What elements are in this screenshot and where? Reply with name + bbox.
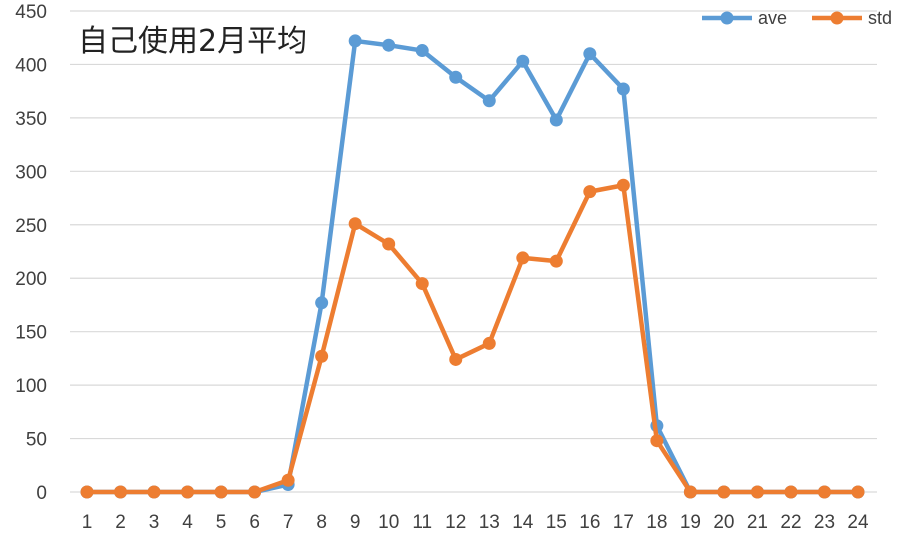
legend-label: std — [868, 8, 892, 28]
x-tick-label: 1 — [82, 512, 93, 533]
data-point-std — [214, 485, 228, 499]
data-point-ave — [382, 38, 396, 52]
data-point-ave — [616, 82, 630, 96]
data-point-std — [717, 485, 731, 499]
gridlines — [70, 10, 877, 493]
y-tick-label: 100 — [15, 376, 47, 397]
data-point-std — [549, 254, 563, 268]
data-point-std — [817, 485, 831, 499]
x-tick-label: 20 — [713, 512, 734, 533]
data-point-std — [382, 237, 396, 251]
x-tick-label: 13 — [479, 512, 500, 533]
legend: ave std — [702, 8, 892, 28]
legend-item-ave: ave — [702, 8, 787, 28]
x-tick-label: 19 — [680, 512, 701, 533]
data-point-std — [415, 277, 429, 291]
x-tick-label: 16 — [579, 512, 600, 533]
series-line-ave — [84, 38, 861, 495]
legend-swatch-marker — [720, 11, 734, 25]
x-tick-label: 15 — [546, 512, 567, 533]
legend-swatch-marker — [830, 11, 844, 25]
x-axis-ticks: 1 2 3 4 5 6 7 8 9 10 11 12 13 14 15 16 17 18 19 20 21 22 23 24 — [82, 512, 869, 533]
data-point-ave — [549, 113, 563, 127]
series-std — [80, 178, 865, 499]
y-tick-label: 400 — [15, 55, 47, 76]
data-point-std — [784, 485, 798, 499]
data-point-std — [851, 485, 865, 499]
x-tick-label: 21 — [747, 512, 768, 533]
legend-item-std: std — [812, 8, 892, 28]
y-tick-label: 150 — [15, 323, 47, 344]
x-tick-label: 8 — [316, 512, 327, 533]
y-tick-label: 200 — [15, 269, 47, 290]
data-point-std — [114, 485, 128, 499]
data-point-std — [650, 434, 664, 448]
legend-label: ave — [758, 8, 787, 28]
data-point-std — [80, 485, 94, 499]
y-tick-label: 250 — [15, 216, 47, 237]
x-tick-label: 12 — [445, 512, 466, 533]
y-tick-label: 450 — [15, 2, 47, 23]
data-point-std — [616, 178, 630, 192]
y-tick-label: 350 — [15, 109, 47, 130]
data-point-ave — [315, 296, 329, 310]
x-tick-label: 6 — [249, 512, 260, 533]
x-tick-label: 14 — [512, 512, 534, 533]
data-point-ave — [482, 94, 496, 108]
data-point-std — [281, 473, 295, 487]
data-point-std — [348, 217, 362, 231]
data-point-ave — [516, 54, 530, 68]
x-tick-label: 11 — [412, 512, 432, 533]
data-point-std — [147, 485, 161, 499]
data-point-std — [315, 349, 329, 363]
series-ave — [80, 34, 865, 499]
chart-title: 自己使用2月平均 — [78, 24, 307, 59]
x-tick-label: 2 — [115, 512, 126, 533]
x-tick-label: 18 — [646, 512, 667, 533]
data-point-std — [683, 485, 697, 499]
y-tick-label: 50 — [26, 430, 47, 451]
data-point-std — [449, 352, 463, 366]
data-point-std — [750, 485, 764, 499]
data-point-ave — [449, 70, 463, 84]
x-tick-label: 7 — [283, 512, 294, 533]
series-line-std — [84, 182, 861, 495]
data-point-std — [248, 485, 262, 499]
x-tick-label: 5 — [216, 512, 227, 533]
data-point-std — [516, 251, 530, 265]
data-point-ave — [583, 47, 597, 61]
data-point-std — [583, 185, 597, 199]
x-tick-label: 3 — [149, 512, 160, 533]
x-tick-label: 9 — [350, 512, 361, 533]
data-point-ave — [415, 44, 429, 58]
x-tick-label: 22 — [780, 512, 801, 533]
y-tick-label: 0 — [36, 483, 47, 504]
x-tick-label: 17 — [613, 512, 634, 533]
y-axis-ticks: 0 50 100 150 200 250 300 350 400 450 — [15, 2, 47, 504]
x-tick-label: 24 — [847, 512, 869, 533]
data-point-std — [482, 336, 496, 350]
x-tick-label: 10 — [378, 512, 399, 533]
data-point-std — [181, 485, 195, 499]
x-tick-label: 4 — [182, 512, 193, 533]
data-point-ave — [348, 34, 362, 48]
x-tick-label: 23 — [814, 512, 835, 533]
series-lines — [80, 34, 865, 499]
y-tick-label: 300 — [15, 162, 47, 183]
